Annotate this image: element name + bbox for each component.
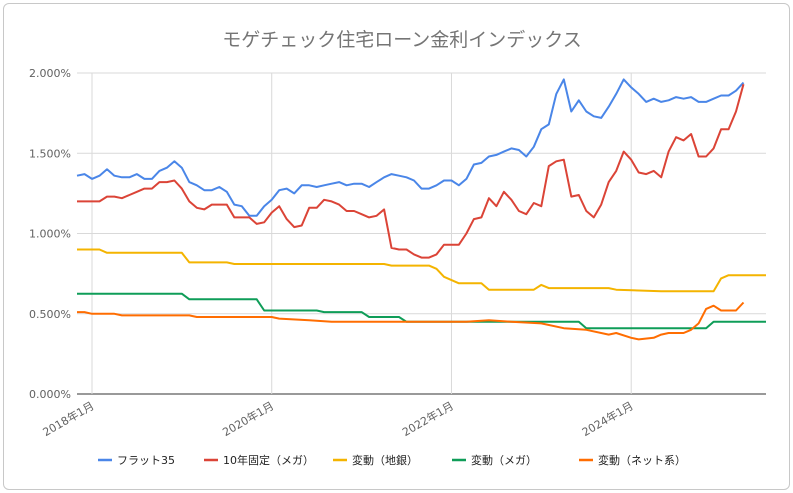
legend-label: 変動（メガ） [471,453,537,467]
legend-label: 10年固定（メガ） [223,453,314,467]
y-tick-label: 1.500% [29,147,71,160]
y-tick-label: 0.500% [29,308,71,321]
legend: フラット35 10年固定（メガ） 変動（地銀） 変動（メガ） 変動（ネット系） [98,453,686,467]
y-tick-label: 1.000% [29,228,71,241]
y-tick-label: 2.000% [29,67,71,80]
series-line-1 [77,83,745,259]
legend-label: 変動（ネット系） [598,453,686,467]
legend-label: 変動（地銀） [352,453,418,467]
chart-title: モゲチェック住宅ローン金利インデックス [222,29,581,51]
legend-label: フラット35 [117,454,175,467]
x-tick-label: 2024年1月 [579,398,635,439]
x-axis-ticks: 2018年1月 2020年1月 2022年1月 2024年1月 [40,398,636,439]
series-line-2 [77,248,766,293]
grid-lines [77,72,766,395]
x-tick-label: 2022年1月 [400,398,456,439]
series-line-3 [77,292,766,330]
x-tick-label: 2020年1月 [220,398,276,439]
y-tick-label: 0.000% [29,388,71,401]
y-axis-ticks: 0.000% 0.500% 1.000% 1.500% 2.000% [29,67,71,401]
chart-frame [3,3,790,490]
x-tick-label: 2018年1月 [40,398,96,439]
series-lines [76,78,766,341]
series-line-0 [76,78,745,217]
series-line-4 [77,301,745,341]
